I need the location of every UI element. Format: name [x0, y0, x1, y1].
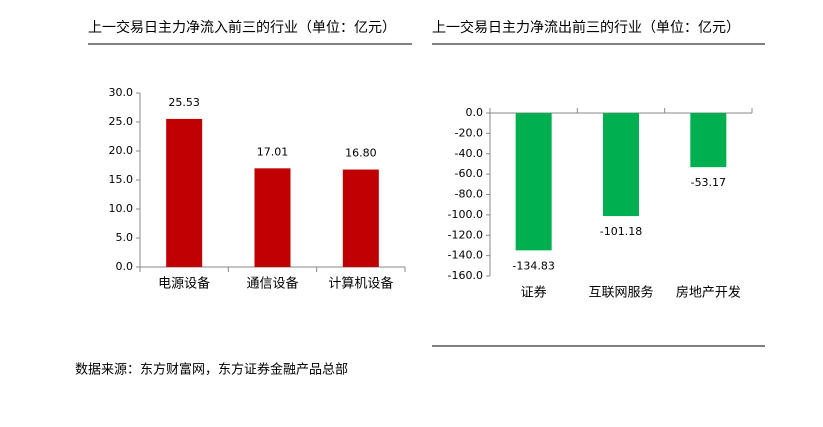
y-tick-label: -60.0 — [455, 167, 483, 180]
y-tick-label: 5.0 — [116, 231, 134, 244]
y-tick-label: 0.0 — [116, 260, 134, 273]
bar — [342, 169, 379, 267]
bar — [690, 113, 727, 168]
y-tick-label: 30.0 — [109, 86, 134, 99]
x-tick-label: 房地产开发 — [676, 285, 741, 301]
y-tick-label: -100.0 — [448, 208, 483, 221]
y-tick-label: 25.0 — [109, 115, 134, 128]
value-label: 16.80 — [345, 147, 377, 160]
y-tick-label: -20.0 — [455, 126, 483, 139]
chart-title: 上一交易日主力净流入前三的行业（单位：亿元） — [88, 19, 396, 36]
y-tick-label: 20.0 — [109, 144, 134, 157]
y-tick-label: 15.0 — [109, 173, 134, 186]
y-tick-label: 10.0 — [109, 202, 134, 215]
y-tick-label: -120.0 — [448, 228, 483, 241]
y-tick-label: -40.0 — [455, 147, 483, 160]
bar — [515, 113, 552, 251]
x-tick-label: 计算机设备 — [328, 276, 393, 292]
y-tick-label: -140.0 — [448, 249, 483, 262]
x-tick-label: 证券 — [521, 285, 547, 301]
value-label: 17.01 — [257, 145, 289, 158]
y-tick-label: 0.0 — [466, 106, 484, 119]
value-label: 25.53 — [168, 96, 200, 109]
bar — [254, 168, 291, 267]
x-tick-label: 通信设备 — [246, 276, 298, 292]
x-tick-label: 电源设备 — [158, 276, 210, 292]
value-label: -53.17 — [691, 176, 726, 189]
value-label: -101.18 — [600, 225, 642, 238]
source-note: 数据来源：东方财富网，东方证券金融产品总部 — [75, 362, 348, 378]
y-tick-label: -160.0 — [448, 269, 483, 282]
chart-title: 上一交易日主力净流出前三的行业（单位：亿元） — [432, 19, 740, 36]
value-label: -134.83 — [512, 259, 554, 272]
bar — [166, 118, 203, 268]
bar — [603, 113, 639, 217]
x-tick-label: 互联网服务 — [588, 285, 653, 301]
y-tick-label: -80.0 — [455, 188, 483, 201]
